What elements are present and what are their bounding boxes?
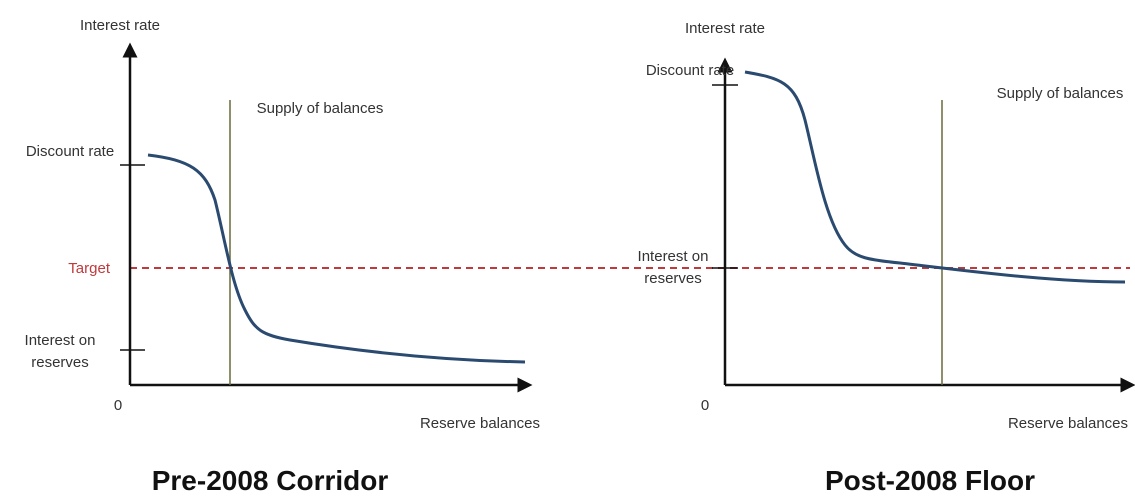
x-axis-label: Reserve balances xyxy=(420,415,540,432)
demand-curve xyxy=(744,70,1126,284)
left-panel: Interest rate Supply of balances Discoun… xyxy=(25,17,540,496)
origin-label: 0 xyxy=(114,397,122,414)
right-panel: Interest rate Supply of balances Discoun… xyxy=(638,20,1135,496)
panel-title: Pre-2008 Corridor xyxy=(152,465,389,496)
supply-label: Supply of balances xyxy=(997,85,1124,102)
x-axis-label: Reserve balances xyxy=(1008,415,1128,432)
origin-label: 0 xyxy=(701,397,709,414)
interest-label: Interest on reserves xyxy=(25,332,96,371)
target-label: Target xyxy=(68,260,111,277)
discount-label: Discount rate xyxy=(646,62,734,79)
y-axis-label: Interest rate xyxy=(685,20,765,37)
supply-label: Supply of balances xyxy=(257,100,384,117)
discount-label: Discount rate xyxy=(26,143,114,160)
demand-curve xyxy=(147,153,526,364)
interest-label: Interest on reserves xyxy=(638,248,709,287)
y-axis-label: Interest rate xyxy=(80,17,160,34)
panel-title: Post-2008 Floor xyxy=(825,465,1035,496)
